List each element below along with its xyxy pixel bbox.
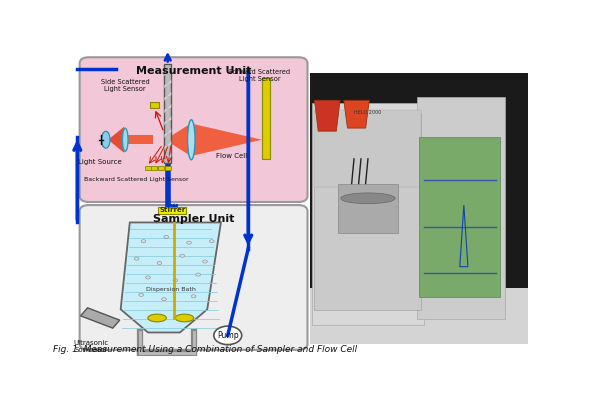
Circle shape [180,254,185,257]
Text: Dispersion Bath: Dispersion Bath [146,286,196,292]
Circle shape [214,326,242,345]
Bar [312,104,424,325]
Bar [262,78,271,158]
Polygon shape [164,153,172,163]
Text: Measurement Unit: Measurement Unit [136,66,251,76]
Polygon shape [164,67,172,77]
Circle shape [191,295,196,298]
Ellipse shape [188,120,195,160]
Text: Sampler Unit: Sampler Unit [153,214,234,224]
Text: Stirrer: Stirrer [159,207,185,213]
Bar [419,137,500,298]
Polygon shape [164,116,172,126]
Polygon shape [103,132,108,147]
Text: Side Scattered
Light Sensor: Side Scattered Light Sensor [101,79,149,92]
Circle shape [139,293,143,296]
Circle shape [164,235,169,238]
Polygon shape [80,308,120,328]
Bar [145,166,151,170]
Circle shape [161,298,166,301]
Bar [158,207,186,214]
Circle shape [146,276,151,279]
Bar [158,166,164,170]
Polygon shape [164,79,172,89]
Circle shape [187,241,191,244]
FancyBboxPatch shape [80,205,308,350]
Text: Forward Scattered
Light Sensor: Forward Scattered Light Sensor [229,69,290,82]
Text: Flow Cell: Flow Cell [217,153,248,159]
Circle shape [141,240,146,243]
Bar [165,166,171,170]
Ellipse shape [341,193,395,204]
Bar [151,166,157,170]
Bar [314,113,421,310]
Circle shape [134,257,139,260]
Bar [314,110,421,186]
Circle shape [209,240,214,243]
Text: Backward Scattered Light Sensor: Backward Scattered Light Sensor [85,177,189,182]
Text: Pump: Pump [217,331,239,340]
Polygon shape [344,100,370,128]
Ellipse shape [148,314,166,322]
Bar [127,136,152,144]
Circle shape [157,262,162,264]
Polygon shape [165,124,190,156]
FancyBboxPatch shape [80,57,308,202]
Polygon shape [164,128,172,138]
Bar [417,97,505,319]
Bar [150,102,158,108]
Circle shape [196,273,200,276]
Bar [164,64,172,163]
Polygon shape [193,124,262,156]
Circle shape [173,279,178,282]
Text: Fig. 1  Measurement Using a Combination of Sampler and Flow Cell: Fig. 1 Measurement Using a Combination o… [53,346,357,354]
Ellipse shape [175,314,194,322]
Text: Light Source: Light Source [78,158,122,164]
Polygon shape [314,100,340,131]
Bar [310,288,529,344]
Bar [310,73,529,344]
Ellipse shape [122,128,128,151]
Polygon shape [164,141,172,150]
Polygon shape [108,127,124,153]
Polygon shape [164,104,172,114]
Text: Ultrasonic
Sonicator: Ultrasonic Sonicator [73,340,109,353]
Polygon shape [121,222,221,332]
Polygon shape [164,92,172,101]
Ellipse shape [101,131,110,148]
Polygon shape [103,132,108,147]
Text: HELO 2000: HELO 2000 [355,110,382,115]
Circle shape [203,260,207,263]
Bar [338,184,398,233]
